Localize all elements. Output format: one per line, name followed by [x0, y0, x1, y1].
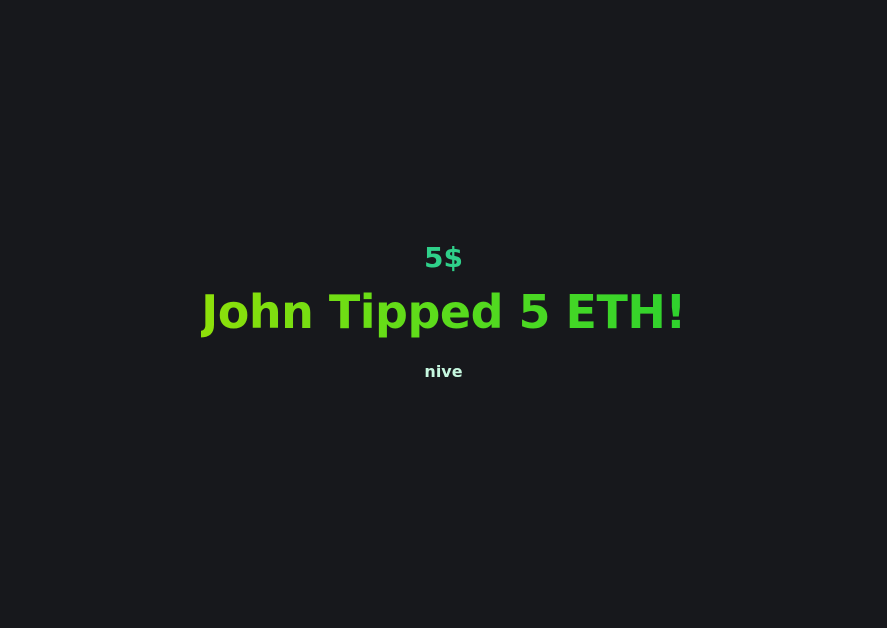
tip-headline: John Tipped 5 ETH!: [201, 285, 686, 339]
tip-message: nive: [424, 362, 463, 381]
tip-headline-wrapper: John Tipped 5 ETH!: [0, 282, 887, 342]
tip-amount: 5$: [424, 241, 463, 274]
